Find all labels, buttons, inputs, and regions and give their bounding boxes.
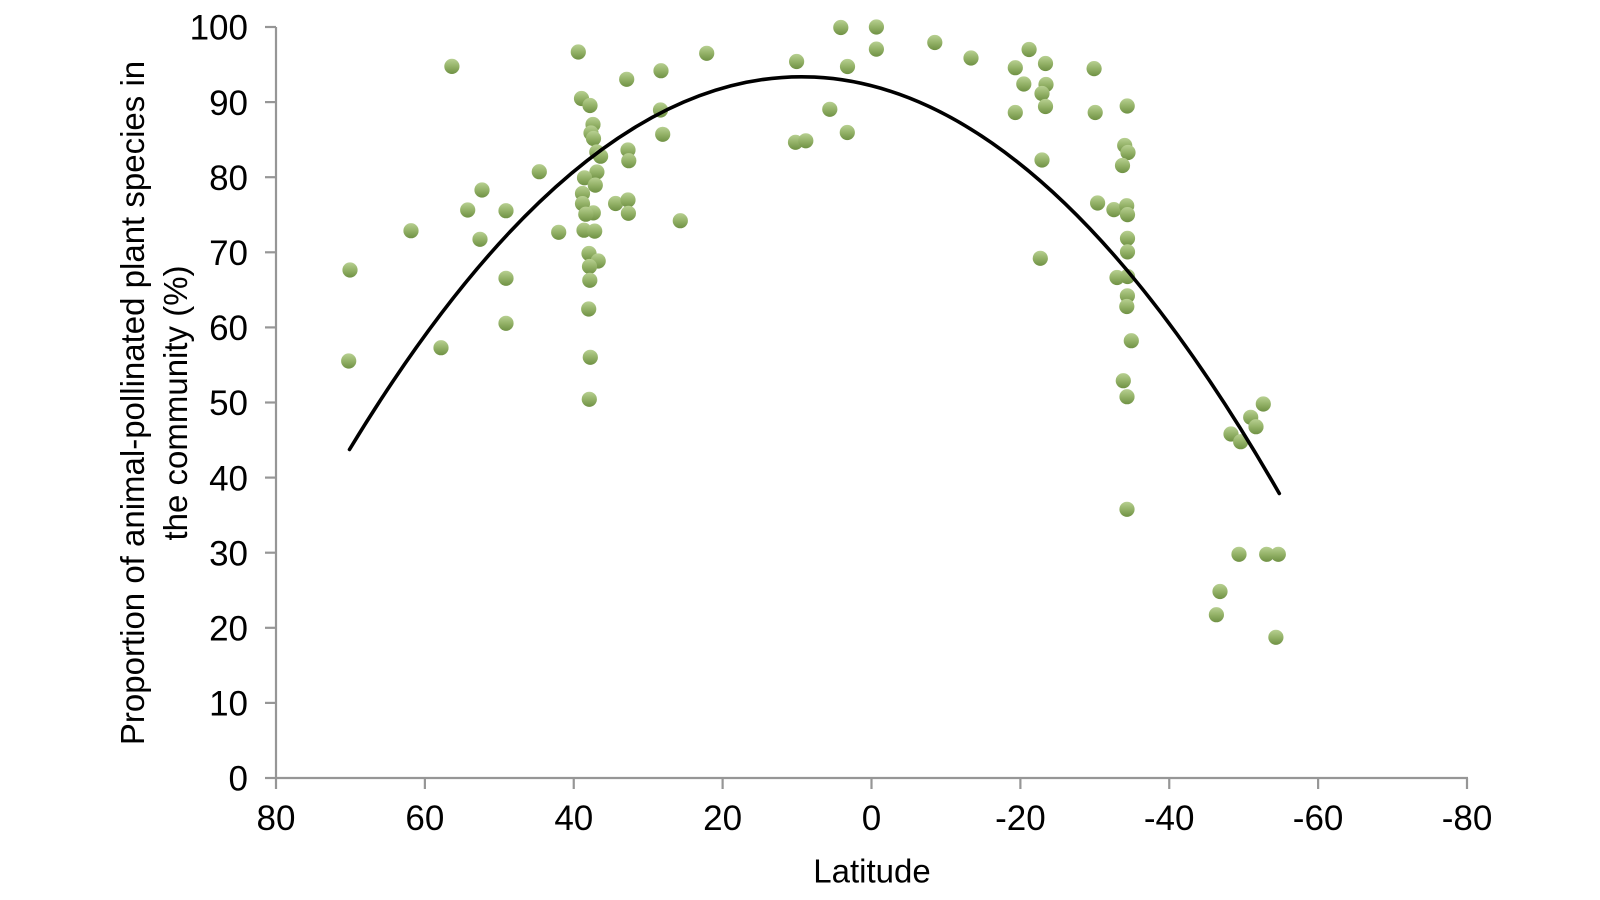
svg-text:80: 80: [257, 799, 296, 838]
svg-text:70: 70: [209, 234, 248, 273]
svg-text:60: 60: [405, 799, 444, 838]
svg-text:-60: -60: [1293, 799, 1344, 838]
svg-text:50: 50: [209, 384, 248, 423]
svg-text:80: 80: [209, 159, 248, 198]
svg-text:0: 0: [229, 760, 248, 799]
svg-text:20: 20: [703, 799, 742, 838]
svg-text:20: 20: [209, 610, 248, 649]
svg-text:90: 90: [209, 84, 248, 123]
svg-text:30: 30: [209, 534, 248, 573]
svg-text:40: 40: [554, 799, 593, 838]
svg-text:40: 40: [209, 459, 248, 498]
svg-text:-20: -20: [995, 799, 1046, 838]
svg-text:10: 10: [209, 685, 248, 724]
svg-text:Latitude: Latitude: [813, 853, 930, 890]
svg-text:Proportion of animal-pollinate: Proportion of animal-pollinated plant sp…: [114, 61, 151, 745]
svg-text:0: 0: [862, 799, 881, 838]
svg-text:-40: -40: [1144, 799, 1195, 838]
svg-text:100: 100: [190, 9, 248, 48]
svg-text:the community (%): the community (%): [157, 265, 194, 540]
svg-text:-80: -80: [1442, 799, 1493, 838]
svg-text:60: 60: [209, 309, 248, 348]
